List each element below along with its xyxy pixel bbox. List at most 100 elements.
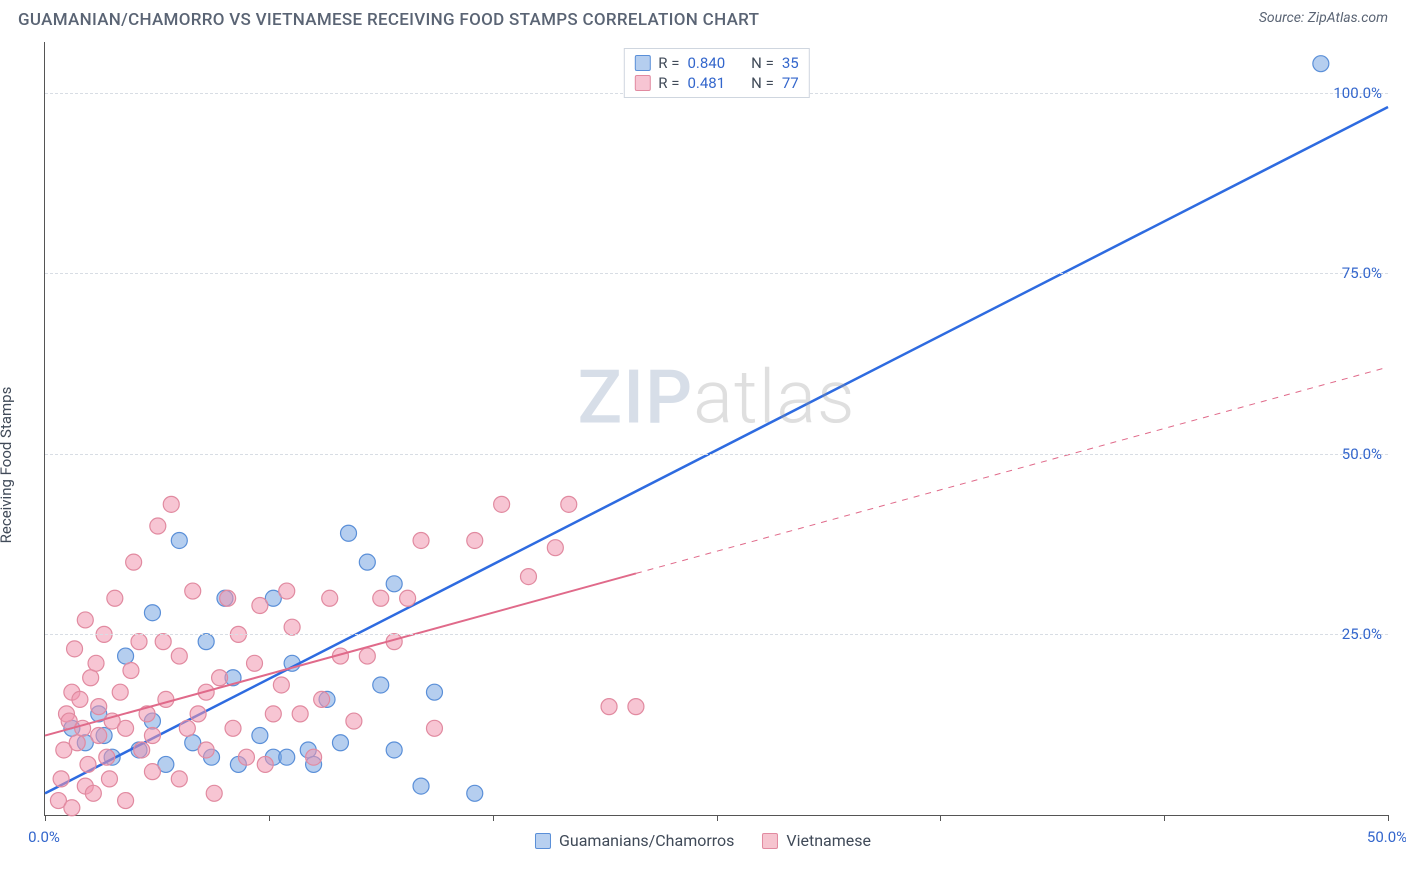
x-tick-label: 50.0%	[1367, 828, 1406, 846]
data-point	[112, 684, 128, 700]
data-point	[179, 720, 195, 736]
legend-n-label: N =	[751, 74, 774, 92]
gridline-h	[45, 634, 1388, 635]
data-point	[332, 735, 348, 751]
data-point	[494, 496, 510, 512]
legend-n-label: N =	[751, 54, 774, 72]
source-attribution: Source: ZipAtlas.com	[1259, 10, 1388, 26]
data-point	[467, 785, 483, 801]
data-point	[144, 764, 160, 780]
data-point	[134, 742, 150, 758]
data-point	[386, 576, 402, 592]
data-point	[426, 720, 442, 736]
x-tick	[1388, 815, 1389, 821]
data-point	[126, 554, 142, 570]
chart-container: Receiving Food Stamps ZIPatlas R =0.840N…	[0, 36, 1406, 876]
data-point	[144, 728, 160, 744]
y-tick-label: 75.0%	[1342, 264, 1382, 282]
x-tick	[940, 815, 941, 821]
data-point	[80, 756, 96, 772]
legend-row: R = 0.840 N = 35	[634, 53, 798, 73]
data-point	[279, 583, 295, 599]
x-tick	[45, 815, 46, 821]
data-point	[123, 663, 139, 679]
data-point	[91, 699, 107, 715]
data-point	[257, 756, 273, 772]
chart-svg	[45, 42, 1388, 815]
y-tick-label: 100.0%	[1333, 84, 1382, 102]
legend-row: R =0.481N =77	[634, 73, 798, 93]
data-point	[520, 569, 536, 585]
y-axis-label: Receiving Food Stamps	[0, 387, 15, 544]
data-point	[341, 525, 357, 541]
gridline-h	[45, 454, 1388, 455]
data-point	[69, 735, 85, 751]
data-point	[83, 670, 99, 686]
data-point	[225, 720, 241, 736]
data-point	[99, 749, 115, 765]
data-point	[400, 590, 416, 606]
data-point	[359, 648, 375, 664]
legend-swatch	[762, 833, 778, 849]
data-point	[561, 496, 577, 512]
data-point	[212, 670, 228, 686]
data-point	[306, 749, 322, 765]
data-point	[273, 677, 289, 693]
y-tick-label: 50.0%	[1342, 445, 1382, 463]
x-tick	[269, 815, 270, 821]
legend-item: Guamanians/Chamorros	[535, 831, 734, 850]
data-point	[171, 771, 187, 787]
data-point	[77, 612, 93, 628]
data-point	[150, 518, 166, 534]
data-point	[118, 793, 134, 809]
legend-r-value: 0.840	[687, 54, 725, 72]
x-tick	[493, 815, 494, 821]
data-point	[314, 691, 330, 707]
data-point	[247, 655, 263, 671]
data-point	[72, 691, 88, 707]
data-point	[198, 634, 214, 650]
y-tick-label: 25.0%	[1342, 625, 1382, 643]
x-tick	[717, 815, 718, 821]
legend-r-label: R =	[658, 54, 679, 72]
data-point	[413, 532, 429, 548]
legend-label: Guamanians/Chamorros	[559, 831, 734, 850]
legend-n-value: 77	[782, 74, 799, 92]
legend-item: Vietnamese	[762, 831, 871, 850]
data-point	[158, 691, 174, 707]
correlation-legend: R = 0.840 N = 35R = 0.481 N = 77	[623, 48, 809, 98]
data-point	[85, 785, 101, 801]
data-point	[265, 706, 281, 722]
data-point	[467, 532, 483, 548]
data-point	[64, 800, 80, 816]
data-point	[252, 728, 268, 744]
data-point	[373, 590, 389, 606]
data-point	[413, 778, 429, 794]
data-point	[601, 699, 617, 715]
legend-swatch	[634, 75, 650, 91]
data-point	[88, 655, 104, 671]
data-point	[252, 597, 268, 613]
data-point	[144, 605, 160, 621]
legend-r-value: 0.481	[687, 74, 725, 92]
data-point	[373, 677, 389, 693]
x-tick	[1164, 815, 1165, 821]
data-point	[386, 742, 402, 758]
data-point	[155, 634, 171, 650]
data-point	[292, 706, 308, 722]
source-value: ZipAtlas.com	[1308, 10, 1388, 26]
x-tick-label: 0.0%	[28, 828, 60, 846]
data-point	[359, 554, 375, 570]
legend-swatch	[634, 55, 650, 71]
data-point	[67, 641, 83, 657]
data-point	[426, 684, 442, 700]
data-point	[53, 771, 69, 787]
plot-area: ZIPatlas R =0.840N =35R =0.481N =77 25.0…	[44, 42, 1388, 816]
data-point	[131, 634, 147, 650]
data-point	[185, 583, 201, 599]
legend-n-value: 35	[782, 54, 799, 72]
data-point	[171, 532, 187, 548]
data-point	[91, 728, 107, 744]
data-point	[1313, 56, 1329, 72]
data-point	[118, 648, 134, 664]
